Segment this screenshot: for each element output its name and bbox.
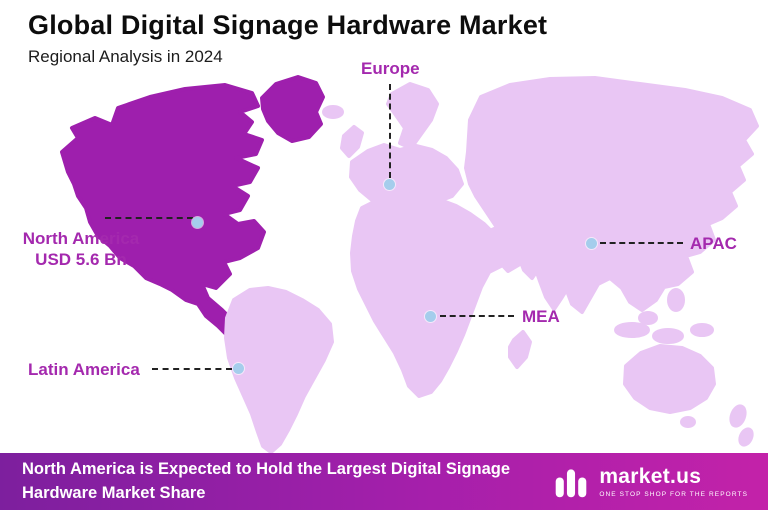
region-scandinavia bbox=[386, 82, 439, 150]
island-uk bbox=[340, 125, 364, 158]
page-title: Global Digital Signage Hardware Market bbox=[28, 10, 548, 40]
label-latin-america: Latin America bbox=[28, 360, 140, 379]
continent-australia bbox=[623, 344, 716, 414]
north-america-marker bbox=[192, 217, 203, 228]
europe-marker bbox=[384, 179, 395, 190]
island-indonesia-1 bbox=[614, 322, 650, 338]
island-iceland bbox=[322, 105, 344, 119]
island-indonesia-3 bbox=[690, 323, 714, 337]
continent-south-america bbox=[224, 286, 334, 454]
leader-line-europe bbox=[389, 84, 391, 178]
label-north-america: North America USD 5.6 Bn bbox=[2, 228, 160, 271]
bar-chart-icon bbox=[556, 468, 587, 497]
header: Global Digital Signage Hardware Market R… bbox=[28, 10, 547, 67]
leader-line-mea bbox=[440, 315, 514, 317]
mea-marker bbox=[425, 311, 436, 322]
north-america-value: USD 5.6 Bn bbox=[35, 250, 127, 270]
island-japan bbox=[687, 190, 714, 229]
leader-line-latin-america bbox=[152, 368, 232, 370]
leader-line-apac bbox=[600, 242, 683, 244]
island-madagascar bbox=[508, 330, 532, 369]
logo-name: market.us bbox=[599, 464, 702, 488]
region-india bbox=[532, 239, 582, 311]
continent-africa bbox=[350, 192, 510, 398]
island-new-zealand-south bbox=[738, 427, 754, 447]
island-new-zealand-north bbox=[729, 404, 747, 428]
label-mea: MEA bbox=[522, 307, 560, 326]
island-borneo bbox=[638, 311, 658, 325]
island-greenland bbox=[260, 75, 325, 143]
label-apac: APAC bbox=[690, 234, 737, 253]
latin-america-marker bbox=[233, 363, 244, 374]
continent-north-america bbox=[60, 83, 266, 340]
footer-banner: North America is Expected to Hold the La… bbox=[0, 453, 768, 510]
continent-asia bbox=[464, 76, 759, 314]
label-europe: Europe bbox=[361, 59, 420, 78]
page-subtitle: Regional Analysis in 2024 bbox=[28, 47, 223, 66]
island-philippines bbox=[667, 288, 685, 312]
logo-text-block: market.us ONE STOP SHOP FOR THE REPORTS bbox=[599, 465, 748, 498]
marketus-logo: market.us ONE STOP SHOP FOR THE REPORTS bbox=[553, 464, 748, 500]
island-indonesia-2 bbox=[652, 328, 684, 344]
island-tasmania bbox=[680, 416, 696, 428]
continent-europe bbox=[349, 143, 464, 212]
banner-text: North America is Expected to Hold the La… bbox=[22, 460, 511, 502]
leader-line-north-america bbox=[105, 217, 193, 219]
north-america-name: North America bbox=[22, 229, 140, 248]
logo-tagline: ONE STOP SHOP FOR THE REPORTS bbox=[599, 490, 748, 498]
apac-marker bbox=[586, 238, 597, 249]
